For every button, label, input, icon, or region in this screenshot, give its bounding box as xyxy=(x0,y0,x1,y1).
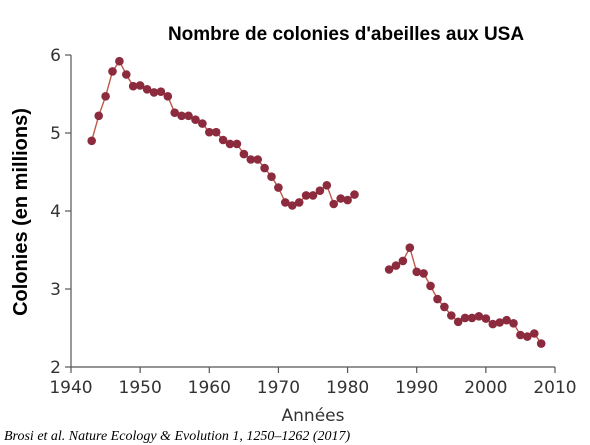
data-point xyxy=(301,191,311,200)
data-point xyxy=(329,199,339,209)
data-points xyxy=(87,56,546,348)
y-tick-label: 6 xyxy=(50,46,61,66)
data-point xyxy=(502,315,511,325)
x-tick-label: 1950 xyxy=(119,378,162,398)
data-point xyxy=(516,330,525,340)
y-axis-label: Colonies (en millions) xyxy=(10,108,32,316)
data-point xyxy=(495,318,505,327)
source-citation: Brosi et al. Nature Ecology & Evolution … xyxy=(4,429,351,444)
y-tick-label: 3 xyxy=(50,280,61,300)
data-point xyxy=(274,183,283,192)
series-2-line xyxy=(388,245,542,344)
x-tick-label: 1990 xyxy=(395,378,438,398)
data-point xyxy=(315,186,325,195)
data-point xyxy=(440,302,449,312)
data-point xyxy=(384,265,394,274)
data-point xyxy=(488,319,498,329)
data-point xyxy=(115,56,124,66)
data-point xyxy=(225,139,235,149)
data-point xyxy=(426,281,435,291)
data-point xyxy=(481,314,491,323)
data-point xyxy=(530,329,539,338)
data-point xyxy=(419,269,428,278)
data-point xyxy=(218,135,228,145)
x-axis-label: Années xyxy=(282,406,345,426)
data-point xyxy=(205,127,214,137)
x-tick-label: 1940 xyxy=(49,378,92,398)
data-point xyxy=(336,194,346,203)
y-tick-label: 2 xyxy=(50,358,61,378)
data-point xyxy=(170,108,179,117)
data-point xyxy=(281,198,290,207)
x-tick-label: 2010 xyxy=(533,378,576,398)
data-point xyxy=(294,198,304,207)
y-tick-label: 5 xyxy=(50,124,61,144)
data-point xyxy=(163,92,173,101)
y-tick-label: 4 xyxy=(50,202,61,222)
x-ticks: 1940 1950 1960 1970 1980 1990 2000 2010 xyxy=(49,367,577,398)
data-point xyxy=(253,155,262,164)
data-point xyxy=(184,111,193,121)
data-point xyxy=(101,92,110,101)
data-point xyxy=(128,81,138,91)
data-point xyxy=(191,115,200,124)
data-point xyxy=(405,243,415,252)
data-point xyxy=(288,201,297,210)
data-point xyxy=(267,172,276,181)
data-point xyxy=(246,155,256,164)
data-point xyxy=(198,119,207,128)
data-point xyxy=(523,332,532,341)
series-lines xyxy=(91,59,542,344)
data-point xyxy=(239,149,249,159)
data-point xyxy=(108,67,117,76)
y-ticks: 2 3 4 5 6 xyxy=(50,46,71,378)
data-point xyxy=(322,181,332,190)
data-point xyxy=(433,294,442,304)
data-point xyxy=(260,163,269,173)
data-point xyxy=(447,311,456,320)
data-point xyxy=(467,313,477,323)
data-point xyxy=(156,87,166,96)
data-point xyxy=(232,139,242,149)
data-point xyxy=(308,191,318,200)
data-point xyxy=(94,111,103,121)
chart-title: Nombre de colonies d'abeilles aux USA xyxy=(168,24,524,45)
data-point xyxy=(149,88,159,97)
x-tick-label: 1980 xyxy=(326,378,369,398)
data-point xyxy=(453,317,463,327)
data-point xyxy=(211,127,221,137)
data-point xyxy=(460,313,470,323)
data-point xyxy=(398,256,408,266)
data-point xyxy=(87,136,96,146)
data-point xyxy=(177,111,186,121)
data-point xyxy=(135,81,145,90)
data-point xyxy=(536,339,546,348)
data-point xyxy=(474,312,484,321)
x-tick-label: 2000 xyxy=(464,378,507,398)
x-tick-label: 1970 xyxy=(257,378,300,398)
data-point xyxy=(142,85,152,94)
data-point xyxy=(412,267,422,277)
data-point xyxy=(350,190,359,199)
data-point xyxy=(391,261,401,270)
data-point xyxy=(509,319,518,328)
data-point xyxy=(122,70,131,79)
data-point xyxy=(343,195,352,205)
x-tick-label: 1960 xyxy=(188,378,231,398)
